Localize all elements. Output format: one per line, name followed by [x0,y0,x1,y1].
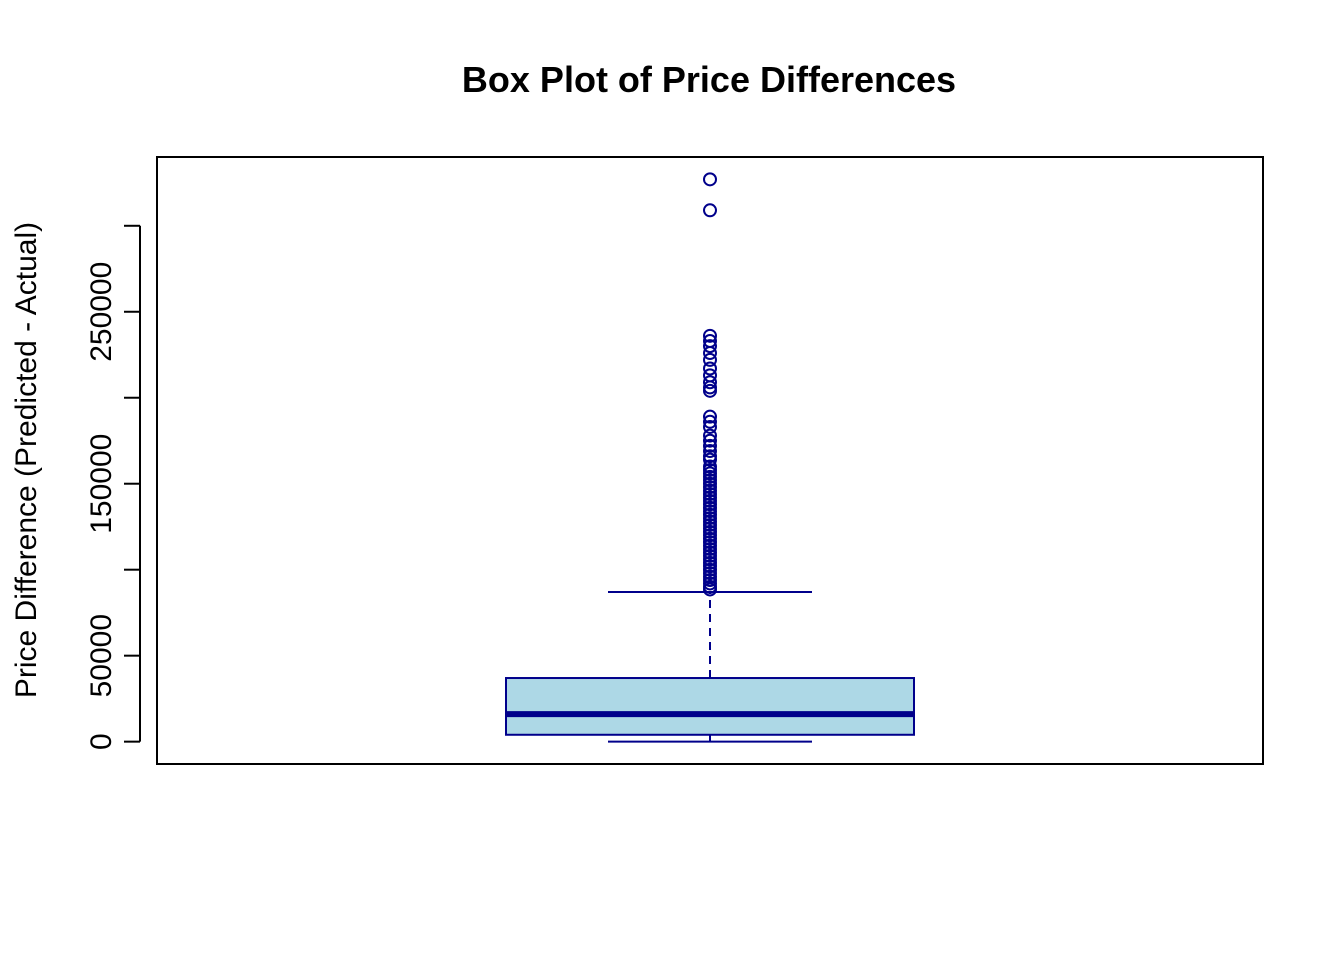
outlier-point [703,444,717,459]
y-tick-label: 150000 [85,434,118,534]
outlier-point [703,328,717,343]
chart-title: Box Plot of Price Differences [462,59,956,100]
box-plot [505,591,915,743]
outlier-point [703,339,717,354]
y-tick-label: 0 [85,733,118,750]
y-axis-label: Price Difference (Predicted - Actual) [10,222,43,698]
y-axis: 0 50000 150000 250000 [85,224,141,750]
outlier-point [703,203,717,218]
outlier-point [703,383,717,398]
outlier-point [703,433,717,448]
outlier-points [703,172,717,597]
outlier-point [703,352,717,367]
outlier-point [703,582,717,597]
outlier-point [703,409,717,424]
outlier-point [703,452,717,467]
outlier-point [703,361,717,376]
outlier-point [703,428,717,443]
outlier-point [703,375,717,390]
y-tick-label: 250000 [85,262,118,362]
plot-frame [156,156,1264,765]
outlier-point [703,172,717,187]
y-tick-label: 50000 [85,614,118,697]
outlier-point [703,419,717,434]
outlier-point [703,346,717,361]
outlier-point [703,414,717,429]
iqr-box [505,677,915,736]
outlier-point [703,438,717,453]
